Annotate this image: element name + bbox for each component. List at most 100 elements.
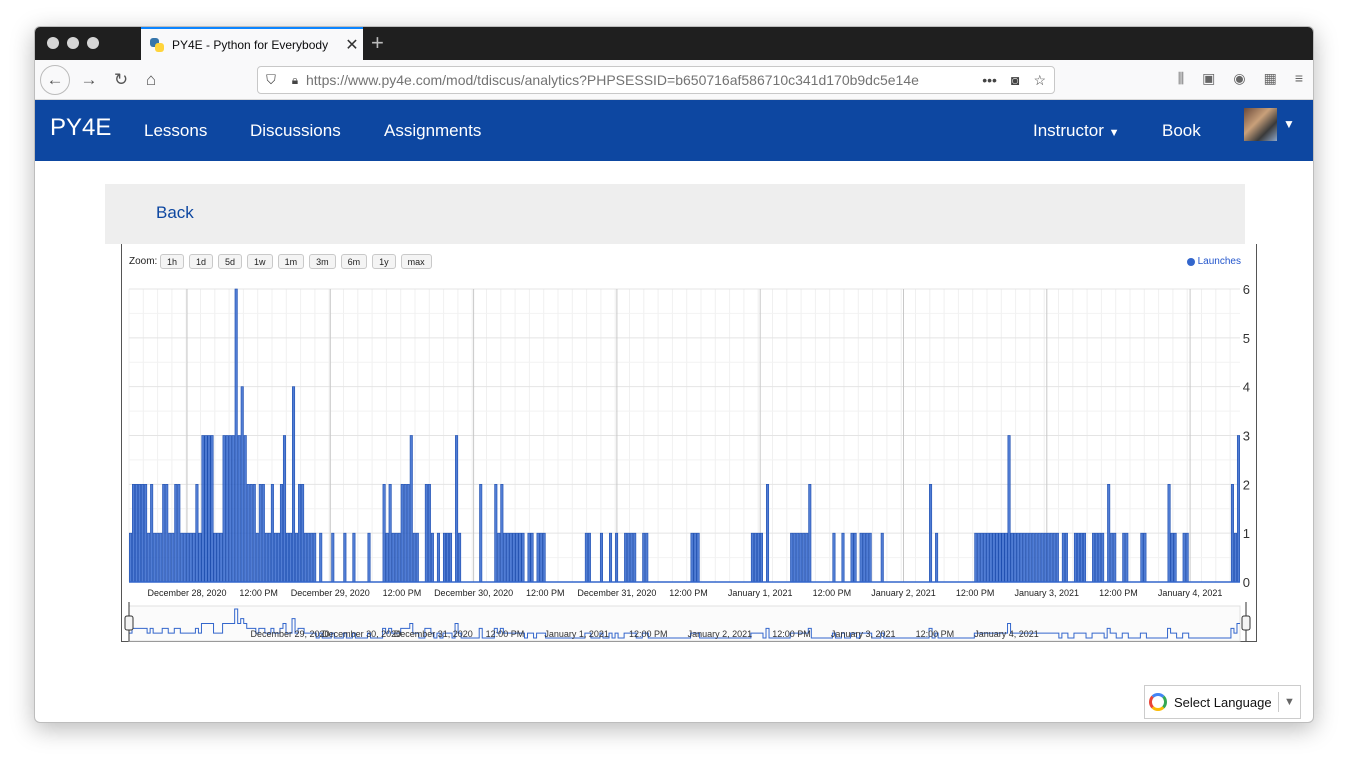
navigator-right-handle[interactable] [1241,615,1251,631]
chart-bar [756,532,760,583]
zoom-5d-button[interactable]: 5d [218,254,243,269]
chart-bar [494,484,498,583]
library-icon[interactable]: ⫼ [1177,70,1185,86]
chart-bar [397,532,401,583]
chart-bar [497,532,501,583]
brand-logo[interactable]: PY4E [50,114,112,141]
chart-bar [862,532,866,583]
nav-instructor[interactable]: Instructor ▼ [1033,121,1119,141]
legend-launches[interactable]: Launches [1186,256,1241,267]
close-window-button[interactable] [47,37,59,49]
chart-bar [1016,532,1020,583]
minimize-window-button[interactable] [67,37,79,49]
chart-bar [135,484,139,583]
chart-bar [406,484,410,583]
bookmark-star-icon[interactable]: ☆ [1033,71,1046,88]
chart-bar [129,532,133,583]
nav-lessons[interactable]: Lessons [144,121,208,140]
language-select-label: Select Language [1174,694,1272,710]
forward-arrow-icon[interactable]: → [80,70,98,89]
new-tab-plus-icon[interactable]: + [371,30,384,55]
zoom-1w-button[interactable]: 1w [247,254,273,269]
chart-bar [144,484,148,583]
x-tick-label: 12:00 PM [526,588,565,598]
chart-bar [319,532,323,583]
chart-bar [1025,532,1029,583]
chart-bar [805,532,809,583]
zoom-1y-button[interactable]: 1y [372,254,396,269]
nav-book[interactable]: Book [1162,121,1201,140]
url-text[interactable]: https://www.py4e.com/mod/tdiscus/analyti… [306,72,919,88]
chart-bar [1028,532,1032,583]
sidebar-icon[interactable]: ▣ [1202,70,1216,86]
navigator-left-handle[interactable] [124,615,134,631]
chart-bar [213,532,217,583]
pocket-icon[interactable]: ◙ [1010,71,1020,88]
chart-bar [301,484,305,583]
chart-bar [240,386,244,583]
chart-bar [986,532,990,583]
chart-bar [527,532,531,583]
back-panel: Back [105,184,1245,244]
chart-bar [331,532,335,583]
zoom-1d-button[interactable]: 1d [189,254,214,269]
chart-bar [627,532,631,583]
chart-bar [1010,532,1014,583]
chart-bar [1037,532,1041,583]
x-tick-label: 12:00 PM [669,588,708,598]
lock-icon[interactable]: 🔒︎ [291,72,299,87]
chart-bar [430,532,434,583]
chart-bar [859,532,863,583]
chart-bar [841,532,845,583]
chart-bar [382,484,386,583]
window-controls [47,37,99,49]
nav-assignments[interactable]: Assignments [384,121,482,140]
chart-bar [759,532,763,583]
navigator-label: January 2, 2021 [688,629,753,639]
tab-close-icon[interactable]: ✕ [345,36,359,54]
tab-active[interactable]: PY4E - Python for Everybody ✕ [141,27,363,60]
zoom-6m-button[interactable]: 6m [340,254,368,269]
url-bar[interactable]: ⛉ 🔒︎ https://www.py4e.com/mod/tdiscus/an… [257,66,1055,94]
back-link[interactable]: Back [156,203,194,222]
extensions-icon[interactable]: ▦ [1263,70,1277,86]
back-arrow-icon[interactable]: ← [40,65,70,95]
language-select[interactable]: Select Language ▼ [1144,685,1301,719]
avatar[interactable] [1244,108,1277,141]
avatar-caret-icon[interactable]: ▼ [1283,117,1295,131]
chart-bar [518,532,522,583]
zoom-max-button[interactable]: max [400,254,432,269]
google-icon [1149,693,1167,711]
navigation-toolbar: ← → ↻ ⌂ ⛉ 🔒︎ https://www.py4e.com/mod/td… [35,60,1313,100]
page-actions-more-icon[interactable]: ••• [982,71,997,88]
reload-icon[interactable]: ↻ [113,70,129,89]
chart-bar [1001,532,1005,583]
zoom-1m-button[interactable]: 1m [277,254,305,269]
chart-bar [530,532,534,583]
tracking-shield-icon[interactable]: ⛉ [266,72,276,87]
chart-bar [150,484,154,583]
chart-bar [255,532,259,583]
zoom-3m-button[interactable]: 3m [309,254,336,269]
nav-discussions[interactable]: Discussions [250,121,341,140]
chart-bar [690,532,694,583]
chart-bar [174,484,178,583]
home-icon[interactable]: ⌂ [145,70,157,89]
chart-bar [630,532,634,583]
chart-bar [1125,532,1129,583]
chart-bar [853,532,857,583]
chart-bar [1076,532,1080,583]
account-icon[interactable]: ◉ [1233,70,1246,86]
chart-bar [1055,532,1059,583]
x-tick-label: January 1, 2021 [728,588,793,598]
zoom-1h-button[interactable]: 1h [160,254,185,269]
chart-bar [225,435,229,583]
chart-bar [808,484,812,583]
zoom-window-button[interactable] [87,37,99,49]
chart-bar [307,532,311,583]
hamburger-menu-icon[interactable]: ≡ [1294,70,1303,86]
chart-bar [183,532,187,583]
chart-bar [264,532,268,583]
chart-bar [391,532,395,583]
chart-bar [246,484,250,583]
